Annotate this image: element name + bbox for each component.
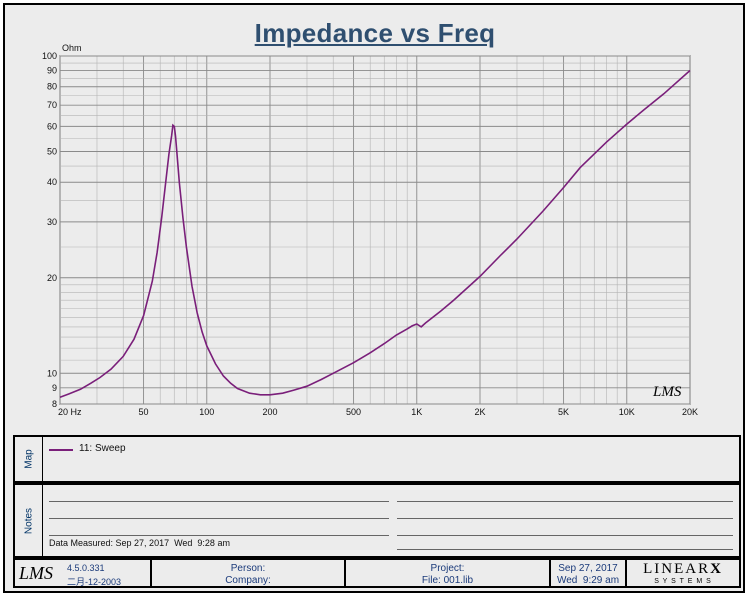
note-line (49, 501, 389, 502)
plot-area (59, 55, 691, 405)
notes-label-text: Notes (23, 507, 34, 534)
y-tick-label: 100 (42, 51, 57, 61)
y-tick-label: 80 (47, 82, 57, 92)
chart-title: Impedance vs Freq (254, 18, 496, 48)
file-label: File: 001.lib (421, 575, 474, 586)
y-tick-label: 10 (47, 368, 57, 378)
footer-brand-cell: LINEARX S Y S T E M S (627, 560, 739, 586)
footer-date-cell: Sep 27, 2017 Wed 9:29 am (551, 560, 627, 586)
x-tick-label: 5K (558, 407, 569, 417)
lms-logo: LMS (19, 563, 54, 583)
y-tick-label: 90 (47, 66, 57, 76)
footer-project-cell: Project: File: 001.lib (346, 560, 551, 586)
x-tick-label: 100 (199, 407, 214, 417)
person-label: Person: (230, 563, 266, 574)
map-label: Map (15, 437, 43, 481)
brand-subtitle: S Y S T E M S (654, 578, 712, 585)
note-line (397, 518, 733, 519)
series-line (59, 69, 691, 399)
y-tick-label: 40 (47, 177, 57, 187)
x-tick-label: 200 (262, 407, 277, 417)
x-tick-label: 50 (139, 407, 149, 417)
version-number: 4.5.0.331 (67, 563, 105, 573)
y-axis-unit-label: Ohm (62, 43, 82, 53)
x-tick-label: 2K (474, 407, 485, 417)
note-line (49, 535, 389, 536)
note-line (49, 518, 389, 519)
watermark-logo: LMS (652, 384, 682, 400)
company-label: Company: (225, 575, 271, 586)
footer-person-cell: Person: Company: (152, 560, 346, 586)
brand-logo: LINEARX (627, 561, 739, 578)
footer-time: Wed 9:29 am (556, 575, 620, 586)
y-tick-label: 60 (47, 121, 57, 131)
notes-section: Notes Data Measured: Sep 27, 2017 Wed 9:… (13, 483, 741, 558)
map-section: Map 11: Sweep (13, 435, 741, 483)
footer-logo-cell: LMS 4.5.0.331 二月-12-2003 (15, 560, 152, 587)
x-tick-label: 20K (682, 407, 698, 417)
grid-lines (59, 55, 691, 405)
legend-swatch (49, 449, 73, 451)
data-measured-text: Data Measured: Sep 27, 2017 Wed 9:28 am (49, 538, 230, 548)
y-tick-label: 9 (52, 383, 57, 393)
brand-name: LINEAR (643, 561, 711, 577)
y-tick-label: 50 (47, 147, 57, 157)
x-tick-label: 20 Hz (58, 407, 82, 417)
axis-tick-labels: 20 Hz 50 100 200 500 1K 2K 5K 10K 20K 8 9 10 20 30 40 50… (42, 51, 698, 417)
brand-x: X (710, 561, 723, 577)
y-tick-label: 30 (47, 217, 57, 227)
x-tick-label: 10K (619, 407, 635, 417)
y-tick-label: 8 (52, 399, 57, 409)
note-line (397, 549, 733, 550)
project-label: Project: (430, 563, 465, 574)
note-line (397, 535, 733, 536)
footer-bar: LMS 4.5.0.331 二月-12-2003 Person: Company… (13, 558, 741, 588)
footer-date: Sep 27, 2017 (558, 563, 618, 574)
x-tick-label: 500 (346, 407, 361, 417)
x-tick-label: 1K (411, 407, 422, 417)
version-date: 二月-12-2003 (67, 577, 122, 587)
note-line (397, 501, 733, 502)
legend-entry: 11: Sweep (79, 443, 126, 454)
y-tick-label: 70 (47, 100, 57, 110)
notes-label: Notes (15, 485, 43, 556)
map-label-text: Map (23, 449, 34, 469)
y-tick-label: 20 (47, 273, 57, 283)
